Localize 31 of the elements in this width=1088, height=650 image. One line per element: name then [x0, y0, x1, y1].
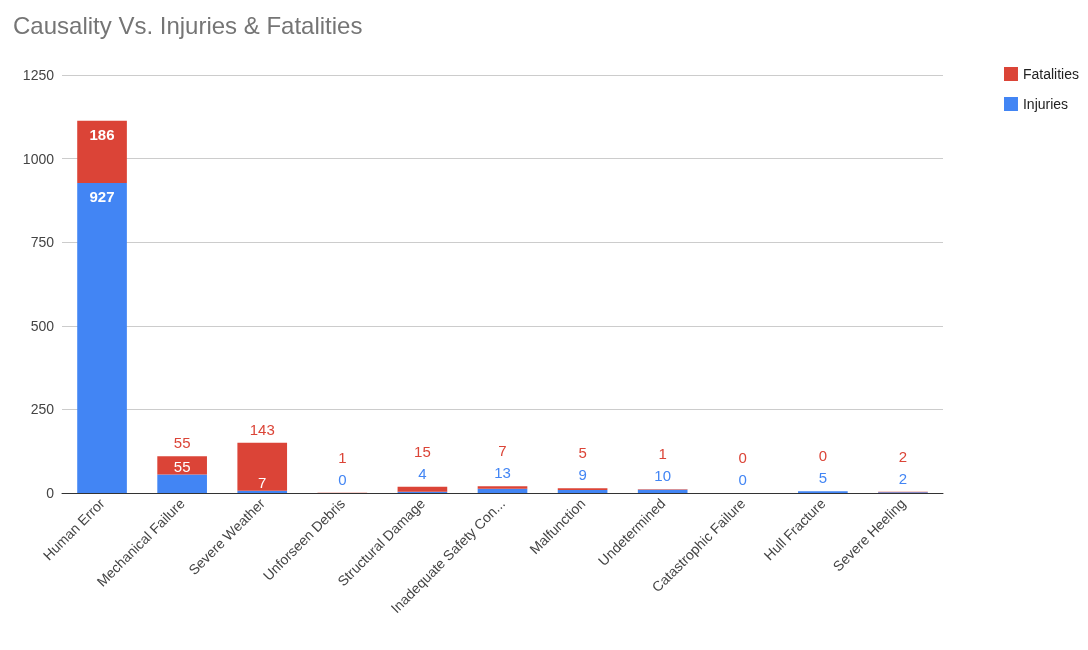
data-label: 55	[173, 434, 191, 452]
data-label: 5	[578, 444, 587, 462]
data-label: 186	[89, 125, 115, 143]
data-label: 2	[898, 447, 908, 465]
y-tick-label: 0	[46, 485, 55, 501]
data-label: 5	[818, 469, 828, 487]
data-label: 1	[658, 445, 667, 463]
legend-label: Fatalities	[1022, 66, 1080, 82]
y-tick-label: 1250	[22, 67, 55, 83]
data-label: 1	[338, 448, 347, 466]
y-tick-label: 250	[30, 401, 55, 418]
data-label: 7	[498, 442, 507, 460]
data-label: 55	[173, 457, 191, 475]
y-tick-label: 750	[30, 234, 55, 251]
data-label: 4	[418, 464, 427, 482]
y-tick-label: 500	[30, 317, 55, 334]
data-label: 0	[738, 471, 747, 488]
data-label: 7	[258, 473, 267, 491]
data-label: 2	[898, 469, 908, 487]
data-label: 0	[738, 449, 747, 466]
data-label: 9	[578, 466, 587, 484]
data-label: 927	[89, 188, 115, 206]
chart-title: Causality Vs. Injuries & Fatalities	[13, 11, 363, 39]
data-label: 13	[494, 464, 511, 482]
data-label: 15	[414, 442, 431, 460]
y-tick-label: 1000	[22, 150, 55, 167]
legend-label: Injuries	[1022, 96, 1069, 112]
data-label: 0	[338, 470, 347, 488]
data-label: 10	[654, 467, 672, 485]
data-label: 143	[249, 420, 275, 438]
data-label: 0	[818, 447, 828, 465]
